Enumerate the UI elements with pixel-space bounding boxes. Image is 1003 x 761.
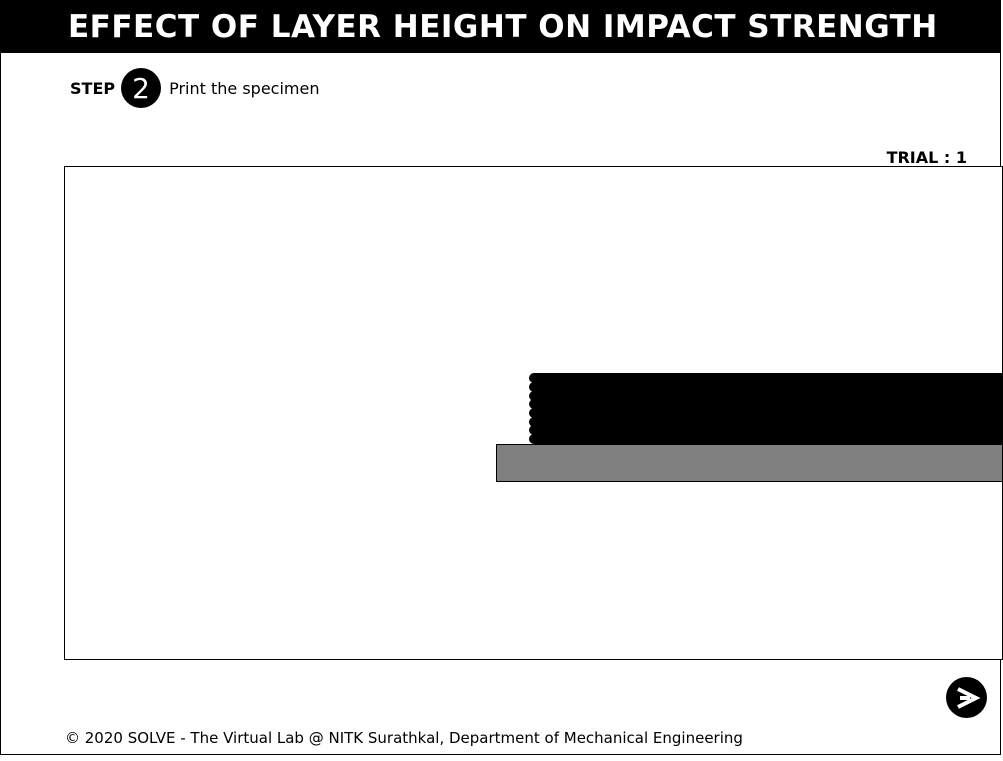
title-bar: EFFECT OF LAYER HEIGHT ON IMPACT STRENGT… <box>0 0 1001 53</box>
trial-counter: TRIAL : 1 <box>886 148 967 167</box>
step-description: Print the specimen <box>169 78 320 98</box>
printed-layer <box>529 390 1002 401</box>
simulation-canvas <box>64 166 1003 660</box>
printed-layer <box>529 373 1002 384</box>
printed-layer <box>529 399 1002 410</box>
step-number-badge: 2 <box>121 68 162 108</box>
print-bed <box>496 444 1002 482</box>
printed-layer <box>529 407 1002 418</box>
printed-layer <box>529 425 1002 436</box>
arrow-right-icon <box>956 686 980 709</box>
footer-copyright: © 2020 SOLVE - The Virtual Lab @ NITK Su… <box>65 729 743 747</box>
printed-layer <box>529 416 1002 427</box>
next-button[interactable] <box>946 677 987 718</box>
page-title: EFFECT OF LAYER HEIGHT ON IMPACT STRENGT… <box>68 8 938 45</box>
step-indicator: STEP 2 Print the specimen <box>70 68 319 108</box>
printed-layer <box>529 434 1002 444</box>
step-label: STEP <box>70 78 116 98</box>
printed-layer <box>529 381 1002 392</box>
